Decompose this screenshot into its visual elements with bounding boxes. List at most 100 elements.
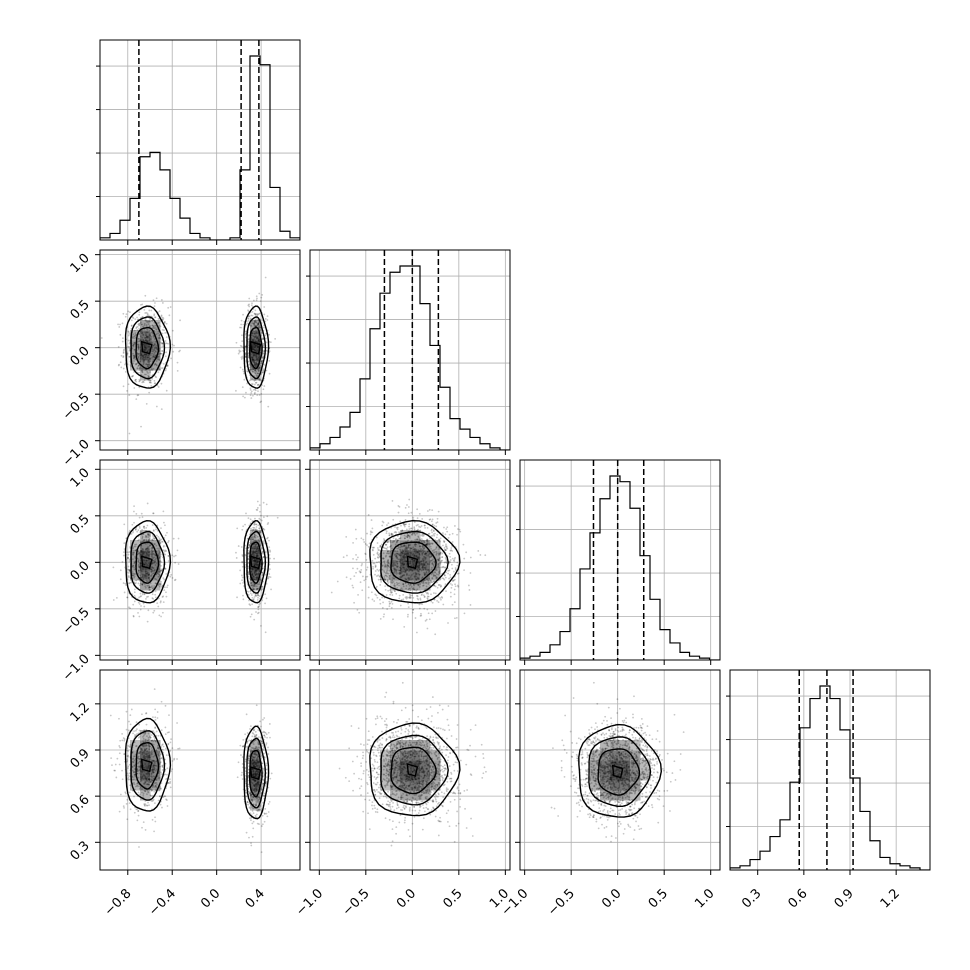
scatter-point (146, 783, 149, 786)
scatter-point (140, 367, 143, 370)
scatter-point (367, 596, 370, 599)
scatter-point (405, 568, 408, 570)
scatter-point (245, 332, 247, 335)
scatter-point (410, 569, 413, 571)
scatter-point (257, 594, 260, 597)
scatter-point (121, 340, 124, 343)
scatter-point (138, 538, 140, 541)
contour-line (130, 530, 166, 594)
scatter-point (260, 332, 263, 334)
scatter-point (431, 572, 434, 575)
scatter-point (250, 368, 252, 371)
scatter-point (392, 562, 395, 565)
scatter-point (148, 550, 151, 553)
scatter-point (398, 597, 401, 600)
scatter-point (414, 547, 417, 550)
scatter-point (403, 560, 406, 563)
scatter-point (137, 529, 140, 532)
scatter-point (406, 574, 408, 577)
scatter-point (250, 571, 253, 573)
y-tick-label: 0.0 (68, 344, 93, 369)
scatter-point (137, 353, 140, 355)
scatter-point (158, 537, 161, 540)
scatter-point (249, 590, 252, 593)
scatter-point (430, 559, 432, 562)
scatter-point (254, 585, 257, 587)
scatter-point (143, 348, 146, 351)
scatter-point (147, 323, 150, 326)
scatter-point (418, 561, 421, 564)
scatter-point (131, 344, 134, 347)
scatter-point (127, 729, 130, 732)
scatter-point (408, 584, 411, 587)
scatter-point (419, 549, 421, 552)
scatter-point (132, 549, 134, 552)
scatter-point (139, 608, 142, 611)
scatter-point (427, 579, 430, 582)
scatter-point (251, 547, 254, 550)
scatter-point (442, 544, 444, 547)
scatter-point (139, 357, 142, 360)
scatter-point (423, 595, 426, 598)
scatter-point (254, 321, 256, 324)
scatter-point (151, 341, 154, 344)
scatter-point (392, 565, 395, 567)
scatter-point (391, 500, 394, 502)
density-cell (410, 540, 421, 551)
scatter-point (131, 750, 134, 753)
scatter-point (404, 523, 407, 526)
scatter-point (258, 603, 261, 606)
scatter-point (255, 332, 258, 335)
scatter-point (401, 529, 404, 532)
scatter-point (143, 559, 146, 562)
density-cell (250, 330, 261, 341)
scatter-point (139, 562, 142, 565)
scatter-point (263, 528, 266, 531)
scatter-point (426, 550, 429, 553)
scatter-point (136, 819, 139, 822)
scatter-point (389, 546, 391, 548)
scatter-point (130, 532, 133, 535)
scatter-point (147, 365, 150, 368)
scatter-point (257, 339, 260, 342)
scatter-point (171, 554, 174, 557)
scatter-point (255, 358, 258, 361)
scatter-point (138, 380, 141, 383)
scatter-point (138, 765, 140, 768)
scatter-point (393, 570, 396, 572)
scatter-point (387, 540, 390, 543)
scatter-point (252, 346, 254, 349)
scatter-point (132, 564, 135, 567)
scatter-point (437, 548, 440, 551)
scatter-point (143, 353, 146, 356)
scatter-point (248, 305, 251, 308)
scatter-point (252, 547, 254, 550)
scatter-point (248, 366, 251, 369)
scatter-point (155, 360, 158, 363)
scatter-point (413, 580, 416, 583)
scatter-point (257, 383, 259, 386)
scatter-point (371, 531, 374, 534)
scatter-point (148, 544, 151, 547)
scatter-point (255, 554, 258, 557)
density-cell (140, 730, 151, 741)
density-cell (130, 780, 141, 791)
scatter-point (374, 564, 377, 567)
scatter-point (400, 558, 403, 561)
scatter-point (435, 575, 438, 578)
density-cell (150, 750, 161, 761)
scatter-point (401, 562, 404, 565)
density-cell (140, 750, 151, 761)
scatter-point (253, 551, 256, 553)
scatter-point (258, 366, 261, 369)
scatter-point (240, 358, 243, 360)
scatter-point (148, 553, 150, 556)
scatter-point (143, 379, 146, 382)
scatter-point (253, 583, 256, 585)
contour-line (124, 305, 172, 389)
scatter-point (263, 363, 265, 366)
scatter-point (262, 344, 265, 347)
scatter-point (399, 566, 402, 569)
scatter-point (405, 545, 408, 548)
scatter-point (158, 557, 161, 560)
